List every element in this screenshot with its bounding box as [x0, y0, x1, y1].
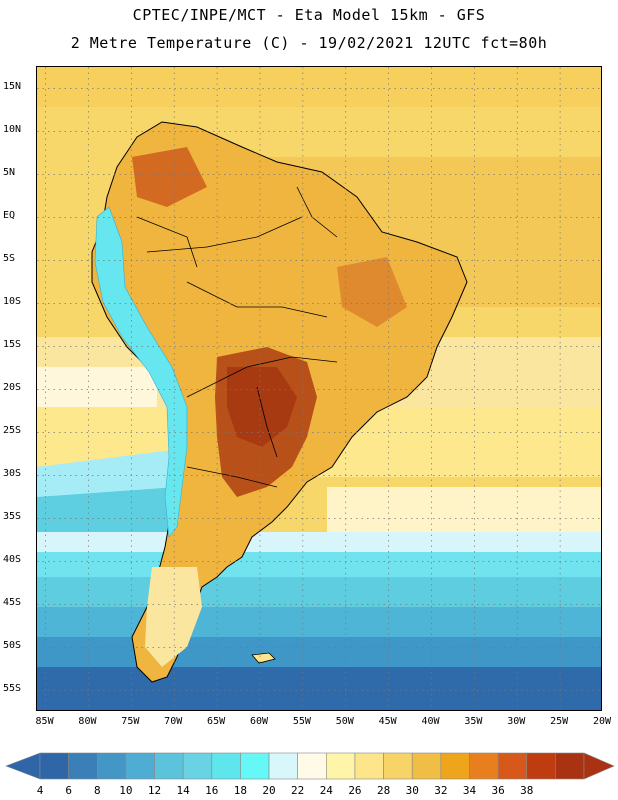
legend-value-label: 12: [147, 784, 162, 797]
lon-tick-label: 75W: [121, 716, 140, 727]
lat-tick-label: 10S: [3, 295, 22, 307]
legend-high-arrow: [583, 752, 615, 780]
lat-tick-label: EQ: [3, 209, 16, 221]
lon-tick-label: 50W: [335, 716, 354, 727]
lat-tick-label: 40S: [3, 553, 22, 565]
map-title: CPTEC/INPE/MCT - Eta Model 15km - GFS: [132, 6, 486, 24]
legend-swatch: [469, 752, 499, 780]
legend-value-label: 32: [434, 784, 448, 797]
legend-swatch: [240, 752, 270, 780]
map-subtitle: 2 Metre Temperature (C) - 19/02/2021 12U…: [70, 34, 548, 52]
legend-swatch: [297, 752, 327, 780]
lon-tick-label: 40W: [421, 716, 440, 727]
lon-tick-label: 35W: [464, 716, 483, 727]
legend-value-label: 26: [348, 784, 362, 797]
lon-tick-label: 65W: [207, 716, 226, 727]
lat-tick-label: 25S: [3, 424, 22, 436]
lon-tick-label: 70W: [164, 716, 183, 727]
lat-lon-grid: [37, 67, 601, 710]
legend-value-label: 6: [65, 784, 72, 797]
lon-tick-label: 25W: [550, 716, 569, 727]
legend-swatch: [39, 752, 69, 780]
legend-value-label: 20: [262, 784, 276, 797]
legend-swatch: [211, 752, 241, 780]
legend-swatch: [555, 752, 585, 780]
band-14: [37, 577, 601, 607]
legend-value-label: 22: [291, 784, 305, 797]
lat-tick-label: 20S: [3, 381, 22, 393]
legend-value-label: 10: [119, 784, 133, 797]
legend-swatch: [526, 752, 556, 780]
color-legend: [5, 752, 615, 780]
lon-tick-label: 20W: [592, 716, 612, 727]
lon-tick-label: 60W: [249, 716, 268, 727]
legend-value-label: 18: [233, 784, 248, 797]
legend-swatch: [497, 752, 528, 780]
lat-tick-label: 50S: [3, 639, 22, 651]
pacific-cool-patch: [37, 367, 157, 407]
pacific-cold-core: [37, 487, 177, 542]
lat-tick-label: 5N: [3, 166, 16, 178]
patagonia-mild: [145, 567, 202, 667]
legend-value-label: 14: [176, 784, 190, 797]
andes-cold-strip: [94, 206, 188, 538]
legend-swatch: [326, 752, 356, 780]
lat-tick-label: 5S: [3, 252, 16, 264]
legend-swatch: [182, 752, 213, 780]
lat-tick-label: 45S: [3, 596, 22, 608]
legend-swatch: [96, 752, 127, 780]
legend-value-label: 34: [462, 784, 477, 797]
lat-tick-label: 15N: [3, 80, 22, 92]
country-borders: [136, 186, 338, 488]
legend-value-label: 24: [319, 784, 333, 797]
lat-tick-label: 35S: [3, 510, 22, 522]
legend-swatch: [383, 752, 413, 780]
legend-low-arrow: [5, 752, 41, 780]
lon-tick-label: 80W: [78, 716, 97, 727]
atlantic-band-22: [327, 487, 601, 532]
band-16: [37, 552, 601, 577]
legend-value-label: 38: [520, 784, 534, 797]
temperature-map: [36, 66, 602, 711]
legend-swatch: [154, 752, 184, 780]
legend-swatch: [354, 752, 384, 780]
legend-swatch: [440, 752, 470, 780]
northeast-warm: [337, 257, 407, 327]
falkland-islands: [251, 652, 276, 664]
legend-value-label: 4: [36, 784, 44, 797]
lat-tick-label: 10N: [3, 123, 22, 135]
legend-value-label: 30: [405, 784, 419, 797]
northwest-warm: [132, 147, 207, 207]
legend-swatch: [411, 752, 442, 780]
lat-tick-label: 15S: [3, 338, 22, 350]
lon-tick-label: 55W: [292, 716, 311, 727]
lat-tick-label: 55S: [3, 682, 22, 694]
lon-tick-label: 45W: [378, 716, 397, 727]
legend-value-label: 28: [376, 784, 391, 797]
legend-value-label: 8: [93, 784, 101, 797]
lat-tick-label: 30S: [3, 467, 22, 479]
legend-value-label: 16: [205, 784, 219, 797]
legend-value-label: 36: [491, 784, 505, 797]
legend-swatch: [68, 752, 98, 780]
lon-tick-label: 85W: [35, 716, 54, 727]
legend-swatch: [125, 752, 155, 780]
lon-tick-label: 30W: [507, 716, 526, 727]
legend-swatch: [268, 752, 298, 780]
